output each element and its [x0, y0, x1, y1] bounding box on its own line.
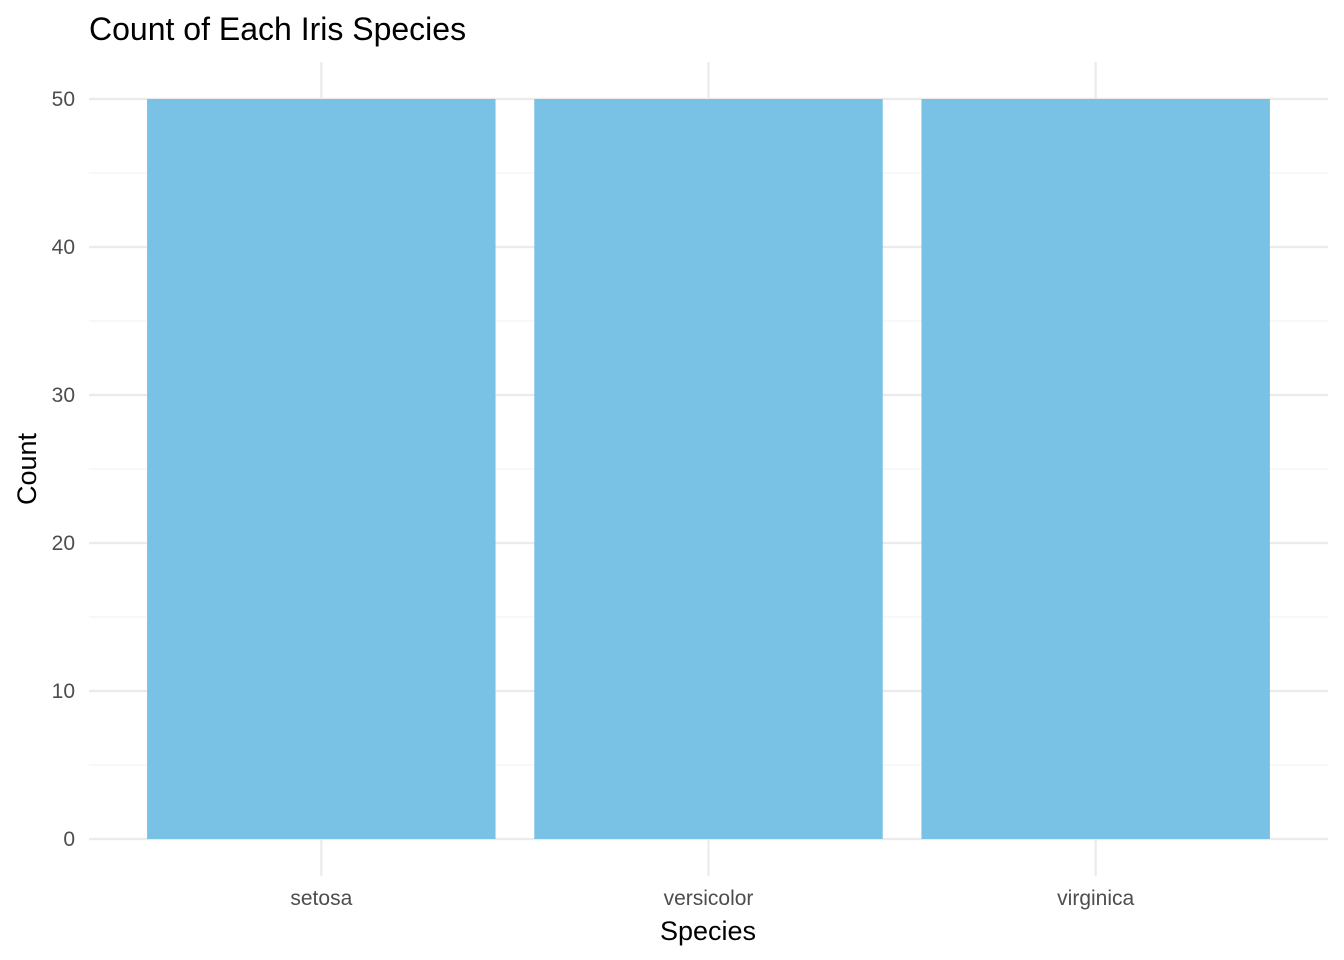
chart-title: Count of Each Iris Species: [89, 11, 466, 47]
y-axis-tick-labels: 0 10 20 30 40 50: [52, 88, 75, 851]
y-tick-label: 50: [52, 88, 75, 111]
bars: [147, 99, 1270, 839]
bar-setosa: [147, 99, 496, 839]
y-axis-title: Count: [12, 432, 42, 505]
y-tick-label: 0: [63, 828, 75, 851]
x-tick-label-versicolor: versicolor: [664, 887, 754, 910]
y-tick-label: 40: [52, 236, 75, 259]
bar-virginica: [921, 99, 1270, 839]
x-tick-label-virginica: virginica: [1057, 887, 1134, 910]
y-tick-label: 10: [52, 680, 75, 703]
x-axis-tick-labels: setosa versicolor virginica: [290, 887, 1134, 910]
y-tick-label: 30: [52, 384, 75, 407]
x-tick-label-setosa: setosa: [290, 887, 352, 910]
y-tick-label: 20: [52, 532, 75, 555]
x-axis-title: Species: [660, 916, 756, 946]
bar-versicolor: [534, 99, 883, 839]
